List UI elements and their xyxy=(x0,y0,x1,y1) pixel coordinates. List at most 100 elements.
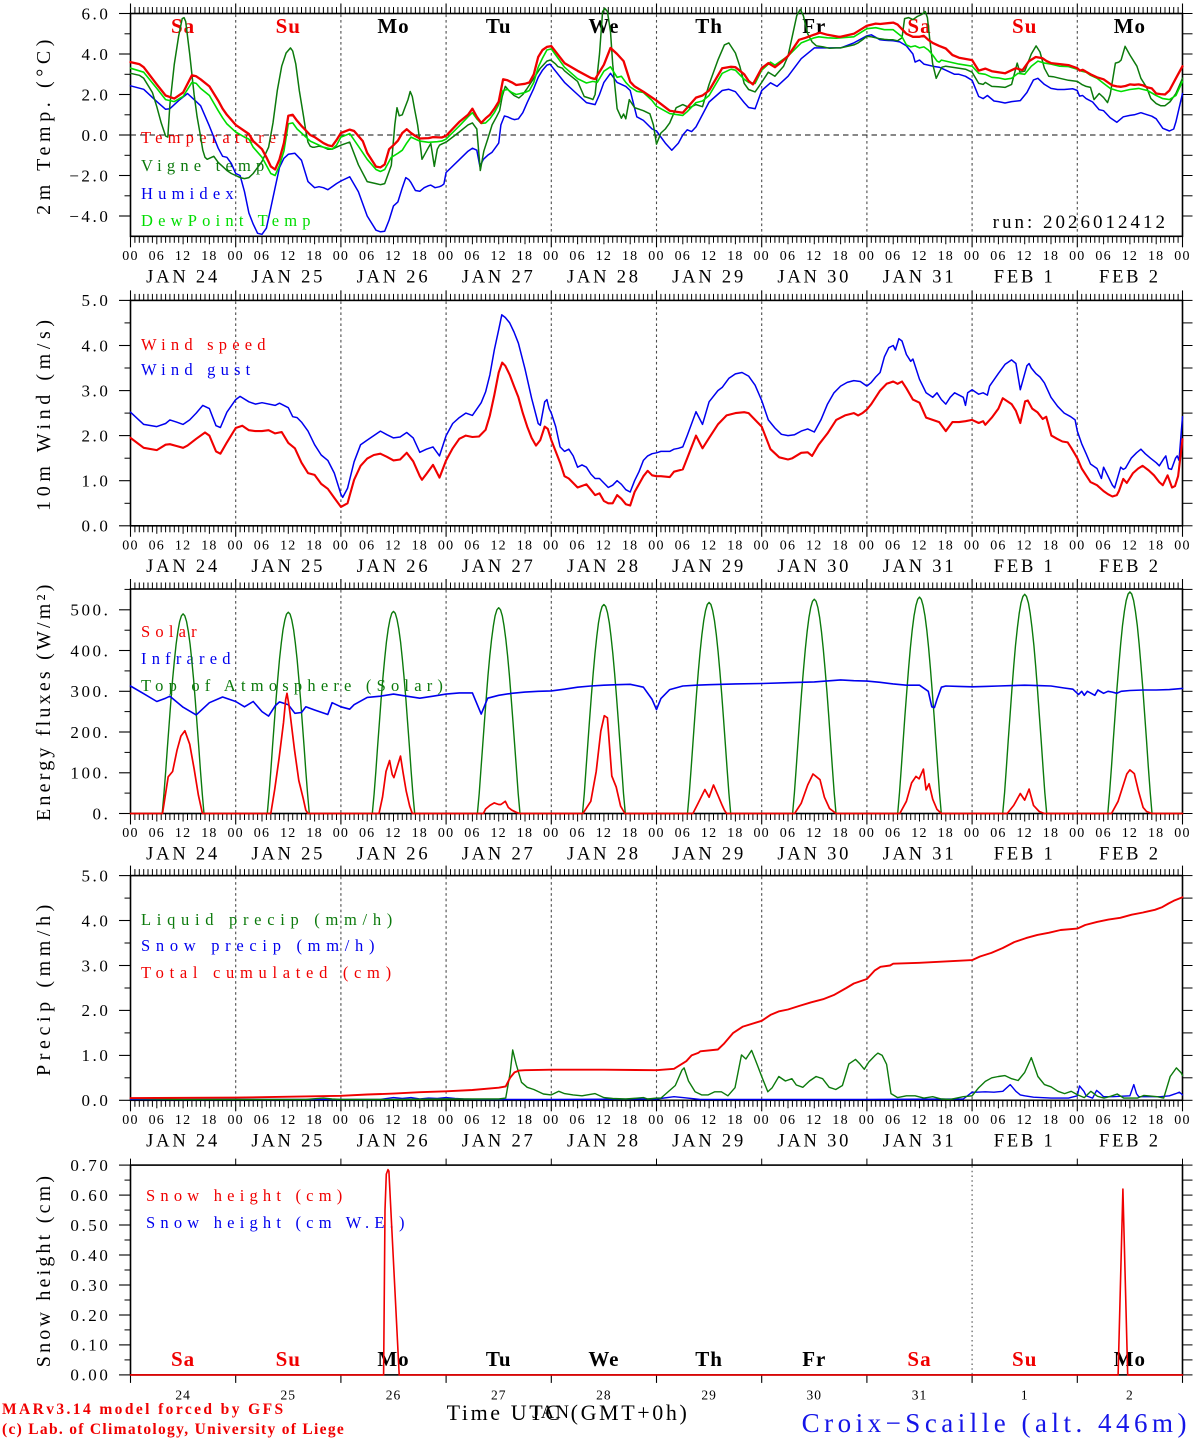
svg-text:400.: 400. xyxy=(70,641,110,660)
svg-text:00: 00 xyxy=(543,538,559,553)
svg-text:18: 18 xyxy=(938,826,954,841)
svg-text:FEB 1: FEB 1 xyxy=(994,1131,1056,1151)
svg-text:12: 12 xyxy=(911,249,927,264)
svg-text:3.0: 3.0 xyxy=(81,956,110,975)
svg-text:06: 06 xyxy=(569,1113,585,1128)
svg-text:06: 06 xyxy=(464,538,480,553)
svg-text:06: 06 xyxy=(1095,538,1111,553)
svg-text:0.70: 0.70 xyxy=(70,1156,110,1175)
svg-text:−4.0: −4.0 xyxy=(69,207,110,226)
svg-text:12: 12 xyxy=(911,1113,927,1128)
svg-text:18: 18 xyxy=(412,826,428,841)
svg-text:00: 00 xyxy=(964,1113,980,1128)
svg-text:Top of Atmosphere (Solar): Top of Atmosphere (Solar) xyxy=(141,676,448,695)
svg-text:FEB 1: FEB 1 xyxy=(994,267,1056,287)
svg-text:00: 00 xyxy=(543,249,559,264)
svg-text:12: 12 xyxy=(1122,1113,1138,1128)
svg-text:06: 06 xyxy=(149,826,165,841)
svg-text:12: 12 xyxy=(596,249,612,264)
svg-text:00: 00 xyxy=(859,1113,875,1128)
svg-text:12: 12 xyxy=(806,249,822,264)
svg-text:2.0: 2.0 xyxy=(81,85,110,104)
svg-text:00: 00 xyxy=(648,249,664,264)
svg-text:00: 00 xyxy=(122,1113,138,1128)
svg-text:00: 00 xyxy=(1069,538,1085,553)
svg-text:18: 18 xyxy=(517,826,533,841)
svg-text:Snow height (cm): Snow height (cm) xyxy=(33,1173,55,1368)
svg-text:JAN 28: JAN 28 xyxy=(567,845,641,865)
svg-text:12: 12 xyxy=(280,538,296,553)
svg-text:06: 06 xyxy=(149,249,165,264)
svg-text:1.0: 1.0 xyxy=(81,472,110,491)
svg-text:0.0: 0.0 xyxy=(81,126,110,145)
svg-text:12: 12 xyxy=(1016,1113,1032,1128)
svg-text:12: 12 xyxy=(1122,826,1138,841)
svg-text:24: 24 xyxy=(175,1387,191,1402)
svg-text:Su: Su xyxy=(276,1347,301,1371)
svg-text:00: 00 xyxy=(1174,249,1190,264)
svg-text:Su: Su xyxy=(276,14,301,38)
svg-text:Wind gust: Wind gust xyxy=(141,360,255,379)
svg-text:0.00: 0.00 xyxy=(70,1366,110,1385)
svg-text:00: 00 xyxy=(438,538,454,553)
svg-text:1.0: 1.0 xyxy=(81,1046,110,1065)
svg-text:29: 29 xyxy=(701,1387,717,1402)
svg-text:06: 06 xyxy=(464,1113,480,1128)
svg-text:12: 12 xyxy=(1122,249,1138,264)
svg-text:00: 00 xyxy=(964,249,980,264)
svg-text:0.40: 0.40 xyxy=(70,1246,110,1265)
svg-text:JAN 27: JAN 27 xyxy=(462,267,536,287)
svg-text:0.60: 0.60 xyxy=(70,1186,110,1205)
svg-text:Su: Su xyxy=(1012,14,1037,38)
svg-text:18: 18 xyxy=(622,1113,638,1128)
svg-text:12: 12 xyxy=(175,249,191,264)
svg-text:06: 06 xyxy=(359,538,375,553)
svg-text:06: 06 xyxy=(569,826,585,841)
svg-text:12: 12 xyxy=(701,1113,717,1128)
svg-text:0.20: 0.20 xyxy=(70,1306,110,1325)
svg-text:JAN 25: JAN 25 xyxy=(251,557,325,577)
svg-text:18: 18 xyxy=(832,249,848,264)
svg-text:JAN 25: JAN 25 xyxy=(251,1131,325,1151)
svg-text:06: 06 xyxy=(885,826,901,841)
svg-text:Mo: Mo xyxy=(377,1347,409,1371)
svg-text:00: 00 xyxy=(333,249,349,264)
svg-text:Sa: Sa xyxy=(171,1347,195,1371)
svg-text:06: 06 xyxy=(254,538,270,553)
svg-text:06: 06 xyxy=(780,1113,796,1128)
svg-text:12: 12 xyxy=(280,1113,296,1128)
svg-text:06: 06 xyxy=(149,538,165,553)
svg-text:18: 18 xyxy=(412,249,428,264)
svg-text:JAN 29: JAN 29 xyxy=(672,557,746,577)
svg-text:Energy fluxes (W/m²): Energy fluxes (W/m²) xyxy=(33,581,55,821)
svg-text:Wind speed: Wind speed xyxy=(141,335,271,354)
svg-text:18: 18 xyxy=(1043,1113,1059,1128)
svg-text:0.0: 0.0 xyxy=(81,517,110,536)
svg-text:00: 00 xyxy=(1174,826,1190,841)
svg-text:18: 18 xyxy=(727,249,743,264)
svg-text:12: 12 xyxy=(175,826,191,841)
svg-text:12: 12 xyxy=(1016,826,1032,841)
svg-text:00: 00 xyxy=(438,249,454,264)
svg-text:12: 12 xyxy=(490,538,506,553)
svg-text:Temperature: Temperature xyxy=(141,128,281,147)
svg-text:06: 06 xyxy=(780,249,796,264)
svg-text:4.0: 4.0 xyxy=(81,336,110,355)
svg-text:FEB 1: FEB 1 xyxy=(994,845,1056,865)
svg-text:00: 00 xyxy=(438,826,454,841)
svg-text:JAN 24: JAN 24 xyxy=(146,1131,220,1151)
svg-text:JAN 27: JAN 27 xyxy=(462,845,536,865)
svg-text:28: 28 xyxy=(596,1387,612,1402)
svg-text:300.: 300. xyxy=(70,682,110,701)
svg-text:06: 06 xyxy=(990,826,1006,841)
svg-text:JAN 29: JAN 29 xyxy=(672,845,746,865)
svg-text:18: 18 xyxy=(201,1113,217,1128)
svg-text:00: 00 xyxy=(648,1113,664,1128)
svg-text:4.0: 4.0 xyxy=(81,45,110,64)
svg-text:18: 18 xyxy=(832,1113,848,1128)
svg-text:06: 06 xyxy=(780,538,796,553)
svg-text:18: 18 xyxy=(517,538,533,553)
svg-text:18: 18 xyxy=(832,538,848,553)
svg-text:12: 12 xyxy=(806,1113,822,1128)
svg-text:JAN 30: JAN 30 xyxy=(777,557,851,577)
